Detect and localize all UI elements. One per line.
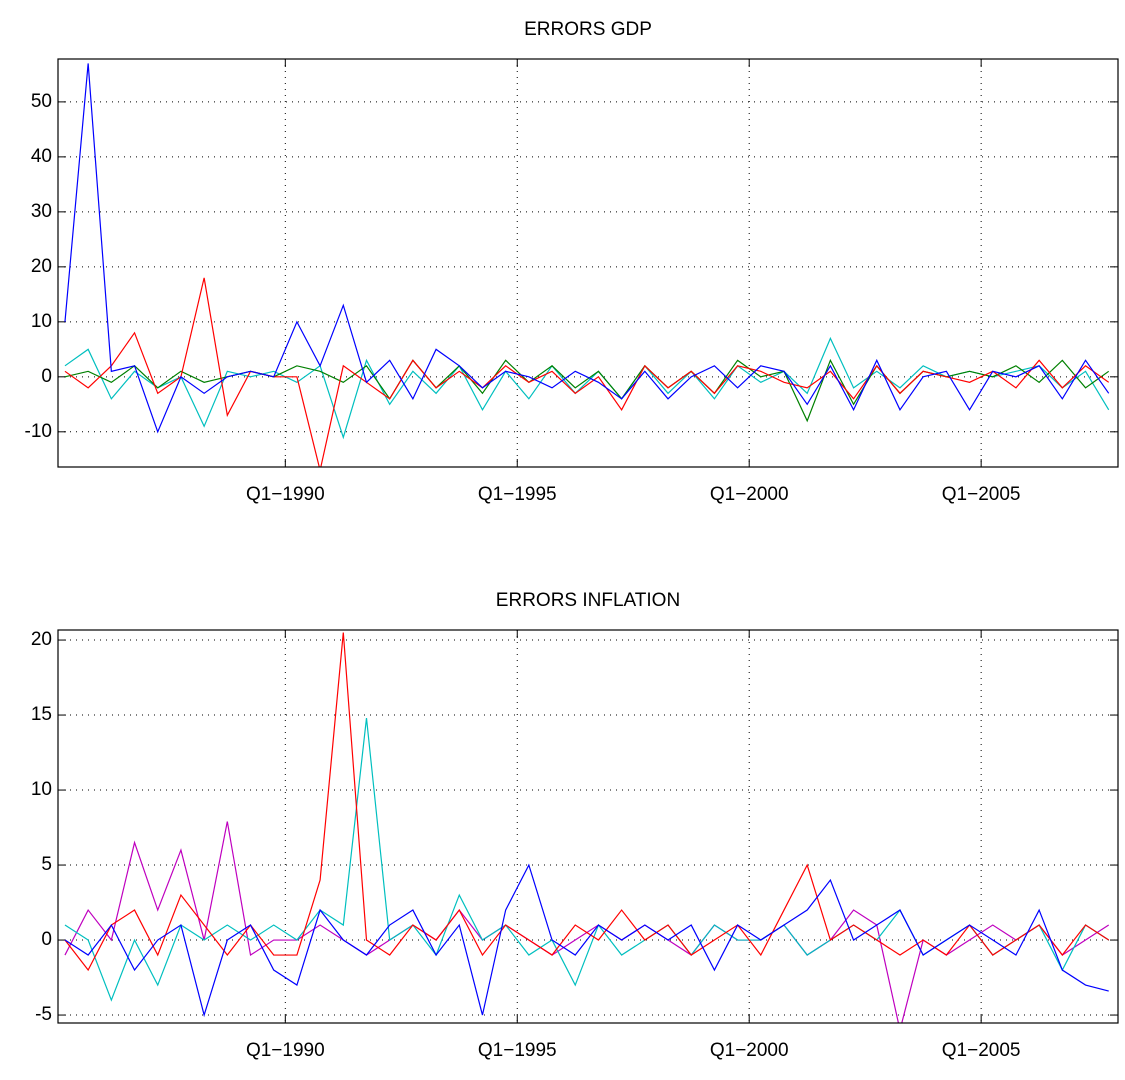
y-tick-label: 15 — [31, 704, 52, 725]
axes-frame — [57, 629, 1119, 1024]
y-tick-label: 0 — [41, 366, 52, 387]
x-tick-label: Q1−1995 — [478, 484, 557, 505]
plot-area — [64, 63, 1110, 467]
axes: ERRORS GDP -10 0 10 20 30 40 50 Q1−1990 Q1−1995 Q1… — [25, 19, 1119, 505]
x-tick-label: Q1−2005 — [942, 1040, 1021, 1061]
axes: ERRORS INFLATION -5 0 5 10 15 20 Q1−1990 Q1−1995… — [31, 590, 1119, 1061]
x-tick-label: Q1−2005 — [942, 484, 1021, 505]
series-line — [64, 863, 1109, 1018]
series-line — [64, 63, 1110, 434]
series-line — [64, 358, 1110, 423]
y-tick-label: 20 — [31, 256, 52, 277]
axes-frame — [57, 58, 1119, 468]
y-tick-label: -10 — [25, 421, 52, 442]
y-tick-label: 10 — [31, 311, 52, 332]
y-tick-label: 5 — [41, 854, 52, 875]
series-line — [64, 336, 1110, 440]
x-tick-label: Q1−1990 — [246, 484, 325, 505]
y-tick-label: 50 — [31, 91, 52, 112]
x-tick-label: Q1−2000 — [710, 484, 789, 505]
y-tick-label: 0 — [41, 929, 52, 950]
x-tick-label: Q1−2000 — [710, 1040, 789, 1061]
x-tick-label: Q1−1995 — [478, 1040, 557, 1061]
series-line — [64, 821, 1110, 1023]
y-tick-label: 10 — [31, 779, 52, 800]
y-tick-label: 20 — [31, 629, 52, 650]
x-tick-label: Q1−1990 — [246, 1040, 325, 1061]
y-tick-label: -5 — [35, 1004, 52, 1025]
plot-area — [64, 632, 1110, 1023]
y-tick-label: 30 — [31, 201, 52, 222]
series-line — [64, 632, 1110, 972]
y-tick-label: 40 — [31, 146, 52, 167]
chart-title: ERRORS INFLATION — [496, 590, 680, 611]
series-line — [64, 277, 1110, 467]
chart-title: ERRORS GDP — [524, 19, 652, 40]
